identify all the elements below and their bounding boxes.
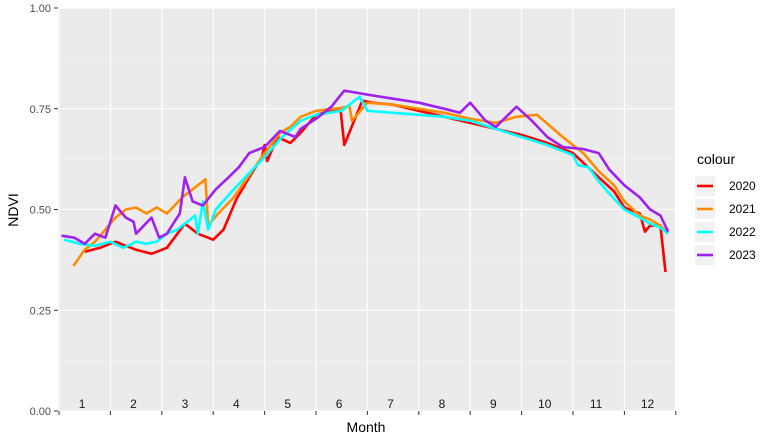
month-label: 12 xyxy=(641,397,655,411)
y-tick-label: 0.75 xyxy=(30,104,51,116)
month-label: 9 xyxy=(490,397,497,411)
legend-label-2023: 2023 xyxy=(729,248,756,262)
y-tick-label: 0.00 xyxy=(30,406,51,418)
legend: colour 2020 2021 2022 2023 xyxy=(695,151,756,265)
series-line-2021 xyxy=(72,101,670,267)
month-label: 2 xyxy=(130,397,137,411)
month-label: 6 xyxy=(336,397,343,411)
month-label: 8 xyxy=(439,397,446,411)
y-axis-title: NDVI xyxy=(5,193,21,226)
y-axis: 0.00 0.25 0.50 0.75 1.00 xyxy=(30,3,58,418)
month-label: 3 xyxy=(182,397,189,411)
legend-label-2022: 2022 xyxy=(729,225,756,239)
legend-title: colour xyxy=(697,151,735,167)
series-line-2023 xyxy=(61,89,670,246)
month-label: 4 xyxy=(233,397,240,411)
y-tick-label: 0.50 xyxy=(30,205,51,217)
month-label: 10 xyxy=(538,397,552,411)
major-gridlines xyxy=(58,7,677,412)
month-label: 11 xyxy=(590,397,603,411)
minor-gridlines xyxy=(58,58,675,361)
legend-label-2021: 2021 xyxy=(729,202,756,216)
month-label: 5 xyxy=(284,397,291,411)
series-lines xyxy=(61,89,670,273)
x-axis-title: Month xyxy=(347,419,386,435)
y-tick-label: 1.00 xyxy=(30,3,51,15)
month-tick-labels: 1 2 3 4 5 6 7 8 9 10 11 12 xyxy=(79,397,655,411)
y-tick-label: 0.25 xyxy=(30,305,51,317)
series-line-2022 xyxy=(63,95,669,250)
x-axis xyxy=(58,411,677,415)
legend-label-2020: 2020 xyxy=(729,179,756,193)
month-label: 1 xyxy=(79,397,86,411)
month-label: 7 xyxy=(387,397,394,411)
